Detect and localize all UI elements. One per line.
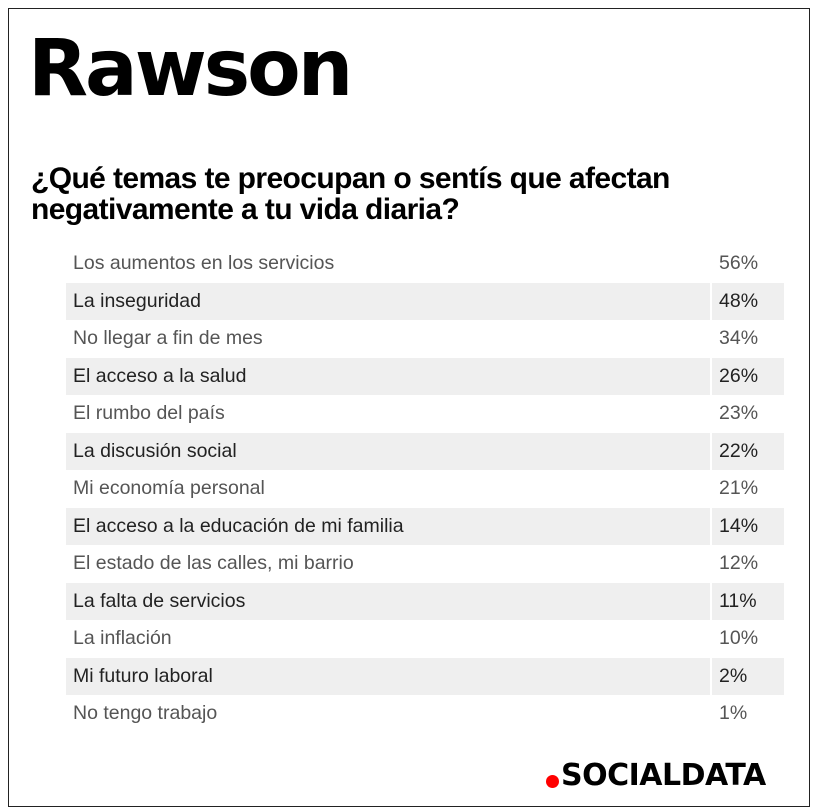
table-row: La inflación 10%: [66, 620, 784, 658]
row-value: 48%: [710, 282, 784, 320]
table-row: El acceso a la educación de mi familia 14…: [66, 507, 784, 545]
row-label: La discusión social: [73, 439, 237, 462]
row-value: 23%: [710, 395, 784, 433]
row-label: Mi economía personal: [73, 477, 265, 500]
row-value: 1%: [710, 695, 784, 733]
table-row: El rumbo del país 23%: [66, 395, 784, 433]
row-label: La inseguridad: [73, 289, 201, 312]
row-value: 21%: [710, 470, 784, 508]
row-value: 22%: [710, 432, 784, 470]
row-label: El estado de las calles, mi barrio: [73, 552, 354, 575]
table-row: El estado de las calles, mi barrio 12%: [66, 545, 784, 583]
table-row: No llegar a fin de mes 34%: [66, 320, 784, 358]
row-value: 56%: [710, 245, 784, 283]
row-value: 10%: [710, 620, 784, 658]
row-value: 14%: [710, 507, 784, 545]
row-label: La inflación: [73, 627, 172, 650]
results-table: Los aumentos en los servicios 56% La inseg…: [66, 245, 784, 733]
page-title: Rawson: [28, 24, 353, 114]
socialdata-logo: SOCIALDATA: [546, 758, 766, 793]
row-label: El rumbo del país: [73, 402, 225, 425]
table-row: Mi futuro laboral 2%: [66, 657, 784, 695]
table-row: Los aumentos en los servicios 56%: [66, 245, 784, 283]
row-value: 2%: [710, 657, 784, 695]
table-row: El acceso a la salud 26%: [66, 357, 784, 395]
row-label: El acceso a la salud: [73, 364, 247, 387]
row-value: 11%: [710, 582, 784, 620]
row-value: 26%: [710, 357, 784, 395]
row-value: 34%: [710, 320, 784, 358]
row-label: Los aumentos en los servicios: [73, 252, 335, 275]
red-dot-icon: [546, 775, 559, 788]
table-row: La discusión social 22%: [66, 432, 784, 470]
row-value: 12%: [710, 545, 784, 583]
question-heading: ¿Qué temas te preocupan o sentís que afe…: [31, 162, 670, 226]
brand-name: SOCIALDATA: [561, 758, 766, 793]
row-label: No tengo trabajo: [73, 702, 218, 725]
table-row: Mi economía personal 21%: [66, 470, 784, 508]
row-label: Mi futuro laboral: [73, 664, 213, 687]
table-row: No tengo trabajo 1%: [66, 695, 784, 733]
row-label: El acceso a la educación de mi familia: [73, 514, 404, 537]
table-row: La falta de servicios 11%: [66, 582, 784, 620]
row-label: No llegar a fin de mes: [73, 327, 263, 350]
table-row: La inseguridad 48%: [66, 282, 784, 320]
frame: [8, 8, 810, 807]
row-label: La falta de servicios: [73, 589, 246, 612]
